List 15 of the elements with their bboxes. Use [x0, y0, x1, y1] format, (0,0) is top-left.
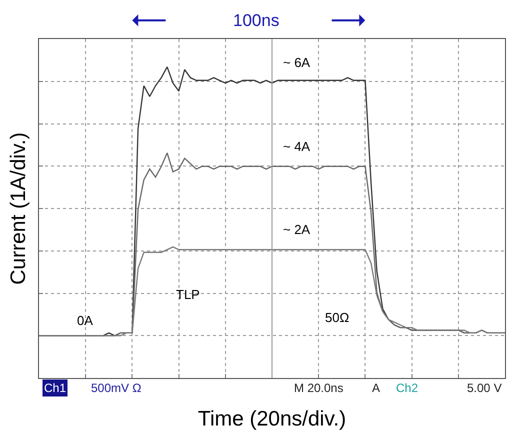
text: Ch2	[396, 381, 418, 395]
annotation: ~ 4A	[283, 139, 310, 154]
text: A	[372, 381, 380, 395]
text: 100ns	[233, 11, 280, 30]
annotation: 50Ω	[325, 310, 350, 325]
annotation: ~ 2A	[283, 222, 310, 237]
x-axis-title: Time (20ns/div.)	[198, 408, 346, 431]
text: Ch1	[44, 381, 66, 395]
annotation: 0A	[77, 313, 94, 328]
text: M 20.0ns	[294, 381, 344, 395]
text: 500mV Ω	[91, 381, 142, 395]
annotation: TLP	[176, 287, 200, 302]
text: 5.00 V	[467, 381, 502, 395]
y-axis-title: Current (1A/div.)	[7, 132, 30, 285]
annotation: ~ 6A	[283, 55, 310, 70]
